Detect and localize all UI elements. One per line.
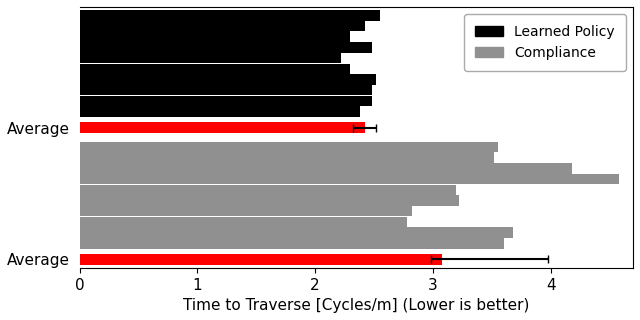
Bar — [79, 254, 442, 265]
Bar — [79, 74, 376, 85]
Bar — [79, 185, 456, 195]
Bar — [79, 123, 365, 133]
Bar — [79, 195, 459, 206]
Bar — [79, 206, 412, 216]
Bar — [79, 174, 619, 184]
Bar — [79, 42, 372, 53]
Bar — [79, 238, 504, 249]
X-axis label: Time to Traverse [Cycles/m] (Lower is better): Time to Traverse [Cycles/m] (Lower is be… — [183, 298, 529, 313]
Bar — [79, 64, 351, 74]
Bar — [79, 228, 513, 238]
Bar — [79, 163, 572, 174]
Bar — [79, 142, 498, 152]
Bar — [79, 96, 372, 106]
Bar — [79, 152, 494, 163]
Bar — [79, 217, 407, 227]
Bar — [79, 85, 372, 95]
Bar — [79, 31, 351, 42]
Bar — [79, 107, 360, 117]
Bar — [79, 21, 365, 31]
Bar — [79, 53, 341, 63]
Bar — [79, 10, 380, 20]
Legend: Learned Policy, Compliance: Learned Policy, Compliance — [465, 14, 626, 71]
